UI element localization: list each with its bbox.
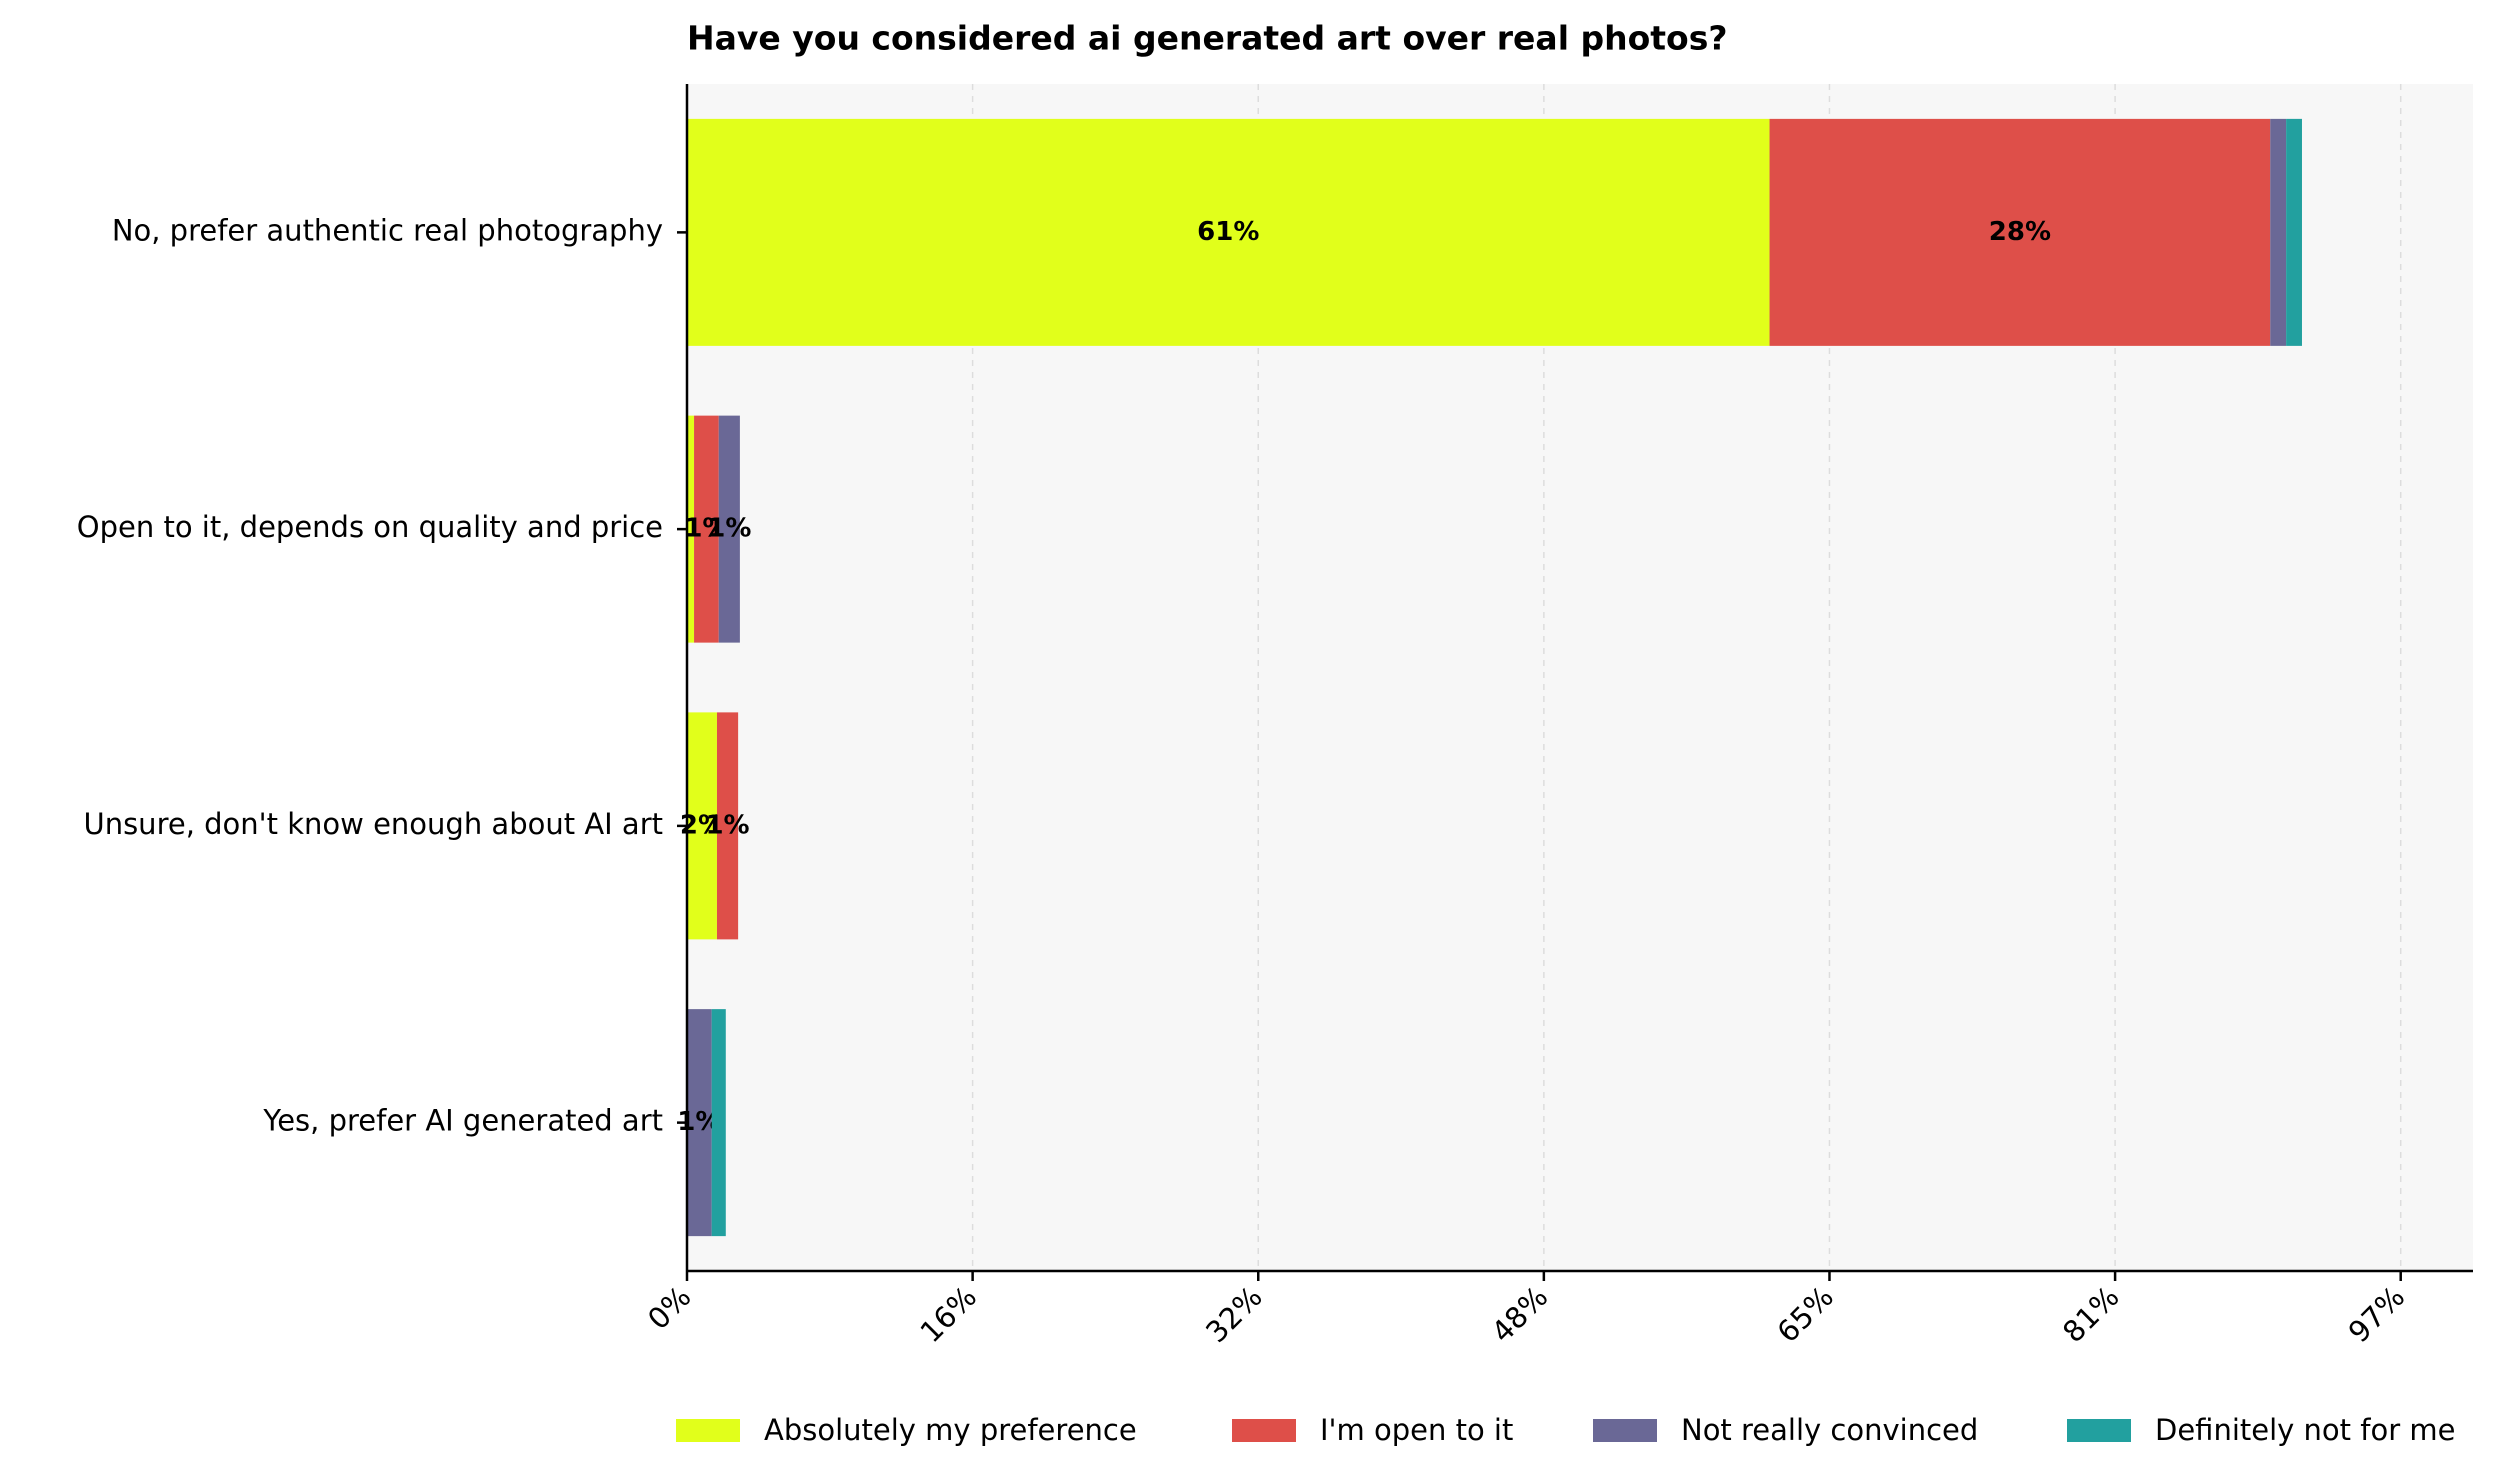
legend-label: Not really convinced	[1681, 1413, 1978, 1447]
x-tick-label: 16%	[914, 1280, 984, 1350]
legend-label: I'm open to it	[1320, 1413, 1513, 1447]
y-tick-label: Open to it, depends on quality and price	[77, 510, 663, 544]
y-tick-label: Unsure, don't know enough about AI art	[83, 807, 663, 841]
bar-segment	[687, 415, 695, 643]
legend-swatch	[1593, 1419, 1657, 1442]
bar-segment	[716, 712, 739, 940]
bar-segment	[718, 415, 740, 643]
legend-swatch	[676, 1419, 740, 1442]
bar-segment	[687, 118, 1770, 346]
legend-label: Absolutely my preference	[764, 1413, 1137, 1447]
value-label: 1%	[705, 810, 749, 840]
bar-segment	[2286, 118, 2302, 346]
bar-segment	[2270, 118, 2287, 346]
legend-swatch	[2067, 1419, 2131, 1442]
y-tick-label: No, prefer authentic real photography	[112, 213, 663, 247]
x-tick-label: 32%	[1199, 1280, 1269, 1350]
bar-segment	[1769, 118, 2271, 346]
legend-swatch	[1232, 1419, 1296, 1442]
x-tick-label: 97%	[2342, 1280, 2412, 1350]
value-label: 28%	[1989, 217, 2051, 247]
x-tick-label: 0%	[641, 1280, 698, 1337]
x-tick-label: 48%	[1485, 1280, 1555, 1350]
legend-label: Definitely not for me	[2155, 1413, 2455, 1447]
bar-segment	[711, 1009, 726, 1237]
bar-segment	[687, 1009, 712, 1237]
x-tick-label: 65%	[1770, 1280, 1840, 1350]
value-label: 61%	[1197, 217, 1259, 247]
chart-title: Have you considered ai generated art ove…	[687, 19, 1728, 58]
bar-segment	[687, 712, 717, 940]
x-tick-label: 81%	[2056, 1280, 2126, 1350]
y-tick-label: Yes, prefer AI generated art	[262, 1104, 663, 1138]
bar-segment	[694, 415, 719, 643]
value-label: 1%	[707, 514, 751, 544]
